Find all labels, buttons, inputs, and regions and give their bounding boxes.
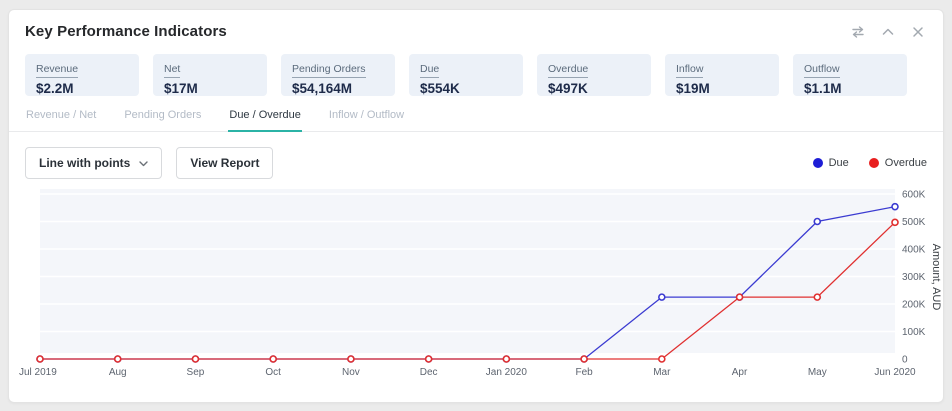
kpi-label: Overdue bbox=[548, 63, 589, 79]
overdue-legend-dot bbox=[868, 158, 879, 168]
kpi-card-revenue[interactable]: Revenue $2.2M bbox=[25, 54, 139, 96]
svg-text:400K: 400K bbox=[902, 245, 926, 256]
tab-revenue-net[interactable]: Revenue / Net bbox=[26, 109, 97, 121]
legend-label: Due bbox=[828, 157, 849, 169]
legend-item-due[interactable]: Due bbox=[812, 157, 849, 169]
svg-text:Jun 2020: Jun 2020 bbox=[874, 367, 916, 378]
view-report-button[interactable]: View Report bbox=[176, 147, 274, 179]
kpi-card-net[interactable]: Net $17M bbox=[153, 54, 267, 96]
svg-text:May: May bbox=[808, 367, 827, 378]
page-title: Key Performance Indicators bbox=[25, 23, 227, 40]
kpi-card-overdue[interactable]: Overdue $497K bbox=[537, 54, 651, 96]
svg-text:300K: 300K bbox=[902, 272, 926, 283]
kpi-label: Outflow bbox=[804, 63, 840, 79]
kpi-card-due[interactable]: Due $554K bbox=[409, 54, 523, 96]
widget-header: Key Performance Indicators bbox=[9, 10, 943, 44]
legend-item-overdue[interactable]: Overdue bbox=[868, 157, 927, 169]
chart-tabs: Revenue / Net Pending Orders Due / Overd… bbox=[9, 109, 943, 132]
kpi-label: Revenue bbox=[36, 63, 79, 79]
chart-legend: Due Overdue bbox=[812, 157, 927, 169]
kpi-value: $19M bbox=[676, 81, 710, 97]
svg-text:100K: 100K bbox=[902, 327, 926, 338]
kpi-value: $554K bbox=[420, 81, 460, 97]
swap-arrows-icon[interactable] bbox=[851, 25, 865, 39]
tab-pending-orders[interactable]: Pending Orders bbox=[124, 109, 202, 121]
kpi-card-inflow[interactable]: Inflow $19M bbox=[665, 54, 779, 96]
kpi-value: $17M bbox=[164, 81, 198, 97]
svg-text:Oct: Oct bbox=[265, 367, 281, 378]
svg-text:Dec: Dec bbox=[420, 367, 438, 378]
svg-text:200K: 200K bbox=[902, 300, 926, 311]
kpi-value: $2.2M bbox=[36, 81, 74, 97]
svg-text:Apr: Apr bbox=[732, 367, 748, 378]
svg-text:Amount, AUD: Amount, AUD bbox=[930, 244, 942, 311]
svg-text:Nov: Nov bbox=[342, 367, 360, 378]
kpi-label: Inflow bbox=[676, 63, 704, 79]
kpi-value: $1.1M bbox=[804, 81, 842, 97]
tab-due-overdue[interactable]: Due / Overdue bbox=[228, 109, 302, 132]
kpi-value: $497K bbox=[548, 81, 588, 97]
tab-inflow-outflow[interactable]: Inflow / Outflow bbox=[328, 109, 405, 121]
svg-text:Jan 2020: Jan 2020 bbox=[486, 367, 528, 378]
kpi-label: Net bbox=[164, 63, 181, 79]
kpi-cards: Revenue $2.2M Net $17M Pending Orders $5… bbox=[9, 44, 943, 96]
kpi-line-chart[interactable]: 0 100K 200K 300K 400K 500K 600K Amount, AUD Jul … bbox=[17, 187, 947, 385]
view-report-label: View Report bbox=[190, 156, 260, 170]
kpi-value: $54,164M bbox=[292, 81, 353, 97]
svg-text:Jul 2019: Jul 2019 bbox=[19, 367, 57, 378]
chevron-down-icon bbox=[139, 156, 149, 170]
kpi-label: Due bbox=[420, 63, 440, 79]
svg-text:Mar: Mar bbox=[653, 367, 671, 378]
svg-text:Feb: Feb bbox=[575, 367, 593, 378]
chart-controls: Line with points View Report Due Overdue bbox=[25, 147, 927, 179]
svg-text:0: 0 bbox=[902, 355, 908, 366]
kpi-label: Pending Orders bbox=[292, 63, 366, 79]
kpi-card-pending-orders[interactable]: Pending Orders $54,164M bbox=[281, 54, 395, 96]
svg-text:600K: 600K bbox=[902, 190, 926, 201]
chart-area: 0 100K 200K 300K 400K 500K 600K Amount, AUD Jul … bbox=[17, 187, 943, 390]
kpi-widget: Key Performance Indicators Re bbox=[8, 9, 944, 403]
svg-text:Sep: Sep bbox=[187, 367, 205, 378]
close-icon[interactable] bbox=[911, 25, 925, 39]
legend-label: Overdue bbox=[884, 157, 927, 169]
header-actions bbox=[851, 25, 925, 39]
due-legend-dot bbox=[812, 158, 823, 168]
svg-text:Aug: Aug bbox=[109, 367, 127, 378]
kpi-card-outflow[interactable]: Outflow $1.1M bbox=[793, 54, 907, 96]
collapse-icon[interactable] bbox=[881, 25, 895, 39]
svg-text:500K: 500K bbox=[902, 217, 926, 228]
chart-type-selected-value: Line with points bbox=[39, 156, 131, 170]
chart-type-select[interactable]: Line with points bbox=[25, 147, 163, 179]
